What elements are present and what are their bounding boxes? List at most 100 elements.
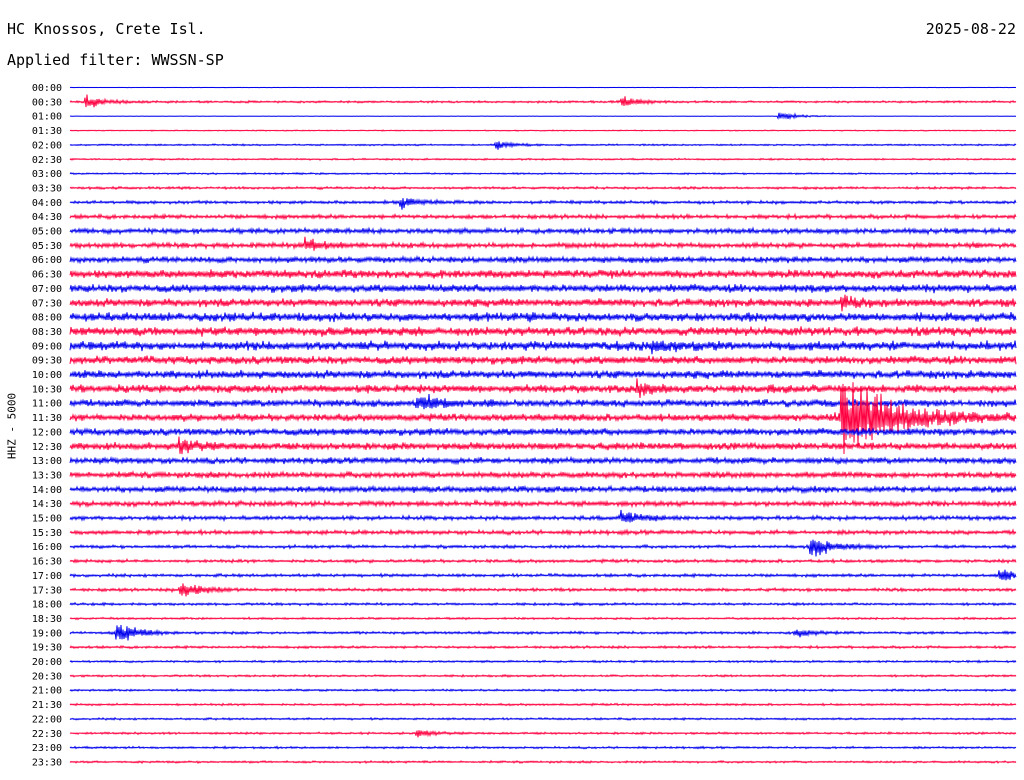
time-tick-1530: 15:30 bbox=[32, 528, 62, 539]
trace-1230 bbox=[69, 436, 1017, 455]
trace-0030 bbox=[69, 94, 1017, 108]
trace-1300 bbox=[69, 455, 1017, 466]
trace-1830 bbox=[69, 616, 1017, 621]
trace-0600 bbox=[69, 254, 1017, 265]
time-tick-1600: 16:00 bbox=[32, 542, 62, 553]
trace-0730 bbox=[69, 294, 1017, 312]
trace-1430 bbox=[69, 498, 1017, 509]
trace-2200 bbox=[69, 716, 1017, 722]
time-tick-0000: 00:00 bbox=[32, 83, 62, 94]
time-tick-1700: 17:00 bbox=[32, 571, 62, 582]
time-tick-1800: 18:00 bbox=[32, 600, 62, 611]
time-tick-2330: 23:30 bbox=[32, 757, 62, 768]
time-tick-1130: 11:30 bbox=[32, 413, 62, 424]
time-tick-2100: 21:00 bbox=[32, 686, 62, 697]
time-tick-0630: 06:30 bbox=[32, 270, 62, 281]
trace-1900 bbox=[69, 625, 1017, 641]
trace-1730 bbox=[69, 583, 1017, 597]
trace-1800 bbox=[69, 601, 1017, 607]
time-tick-0230: 02:30 bbox=[32, 155, 62, 166]
trace-1930 bbox=[69, 644, 1017, 650]
station-title: HC Knossos, Crete Isl. bbox=[7, 20, 206, 38]
trace-1130 bbox=[69, 382, 1017, 455]
trace-0300 bbox=[69, 171, 1017, 176]
trace-1630 bbox=[69, 557, 1017, 565]
time-tick-1300: 13:00 bbox=[32, 456, 62, 467]
trace-0830 bbox=[69, 326, 1017, 337]
trace-1100 bbox=[69, 393, 1017, 410]
time-tick-1000: 10:00 bbox=[32, 370, 62, 381]
time-tick-1900: 19:00 bbox=[32, 628, 62, 639]
time-tick-0430: 04:30 bbox=[32, 212, 62, 223]
trace-0430 bbox=[69, 212, 1017, 221]
trace-2030 bbox=[69, 673, 1017, 678]
time-tick-0130: 01:30 bbox=[32, 126, 62, 137]
time-tick-1100: 11:00 bbox=[32, 399, 62, 410]
time-tick-0400: 04:00 bbox=[32, 198, 62, 209]
time-tick-0530: 05:30 bbox=[32, 241, 62, 252]
filter-label: Applied filter: WWSSN-SP bbox=[7, 51, 224, 69]
time-tick-0500: 05:00 bbox=[32, 227, 62, 238]
time-tick-0900: 09:00 bbox=[32, 341, 62, 352]
trace-group bbox=[69, 86, 1017, 765]
trace-2130 bbox=[69, 702, 1017, 707]
trace-1030 bbox=[69, 378, 1017, 399]
time-tick-1430: 14:30 bbox=[32, 499, 62, 510]
time-tick-1400: 14:00 bbox=[32, 485, 62, 496]
time-tick-1930: 19:30 bbox=[32, 643, 62, 654]
time-tick-2030: 20:30 bbox=[32, 671, 62, 682]
trace-1330 bbox=[69, 470, 1017, 480]
time-tick-0800: 08:00 bbox=[32, 313, 62, 324]
time-tick-1230: 12:30 bbox=[32, 442, 62, 453]
time-tick-2230: 22:30 bbox=[32, 729, 62, 740]
trace-1530 bbox=[69, 528, 1017, 537]
trace-1600 bbox=[69, 539, 1017, 557]
time-tick-0030: 00:30 bbox=[32, 97, 62, 108]
trace-0100 bbox=[69, 112, 1017, 120]
time-tick-0930: 09:30 bbox=[32, 356, 62, 367]
time-tick-0730: 07:30 bbox=[32, 298, 62, 309]
time-tick-0300: 03:00 bbox=[32, 169, 62, 180]
trace-0530 bbox=[69, 236, 1017, 251]
trace-2230 bbox=[69, 730, 1017, 738]
time-tick-2000: 20:00 bbox=[32, 657, 62, 668]
trace-1400 bbox=[69, 484, 1017, 495]
time-tick-2300: 23:00 bbox=[32, 743, 62, 754]
time-tick-1500: 15:00 bbox=[32, 514, 62, 525]
trace-1700 bbox=[69, 569, 1017, 581]
time-tick-0700: 07:00 bbox=[32, 284, 62, 295]
trace-1000 bbox=[69, 369, 1017, 380]
trace-0700 bbox=[69, 283, 1017, 294]
trace-0500 bbox=[69, 226, 1017, 236]
time-tick-2130: 21:30 bbox=[32, 700, 62, 711]
time-tick-1730: 17:30 bbox=[32, 585, 62, 596]
time-tick-1830: 18:30 bbox=[32, 614, 62, 625]
trace-2000 bbox=[69, 659, 1017, 664]
trace-0800 bbox=[69, 311, 1017, 323]
trace-1200 bbox=[69, 427, 1017, 437]
trace-0200 bbox=[69, 141, 1017, 150]
time-tick-1630: 16:30 bbox=[32, 557, 62, 568]
trace-0330 bbox=[69, 185, 1017, 191]
time-tick-0600: 06:00 bbox=[32, 255, 62, 266]
trace-1500 bbox=[69, 509, 1017, 523]
trace-0900 bbox=[69, 340, 1017, 355]
time-tick-0200: 02:00 bbox=[32, 140, 62, 151]
trace-0130 bbox=[69, 129, 1017, 132]
time-tick-0330: 03:30 bbox=[32, 183, 62, 194]
trace-2100 bbox=[69, 688, 1017, 693]
time-tick-2200: 22:00 bbox=[32, 714, 62, 725]
time-tick-1030: 10:30 bbox=[32, 384, 62, 395]
trace-2300 bbox=[69, 745, 1017, 750]
trace-0630 bbox=[69, 269, 1017, 279]
trace-2330 bbox=[69, 759, 1017, 765]
trace-0930 bbox=[69, 355, 1017, 366]
time-tick-1200: 12:00 bbox=[32, 427, 62, 438]
trace-0230 bbox=[69, 157, 1017, 162]
trace-0400 bbox=[69, 198, 1017, 210]
time-tick-0100: 01:00 bbox=[32, 112, 62, 123]
time-tick-labels: 00:00 00:30 01:00 01:30 02:00 02:30 03:00 03:30… bbox=[32, 83, 62, 768]
time-tick-0830: 08:30 bbox=[32, 327, 62, 338]
record-date: 2025-08-22 bbox=[925, 20, 1016, 38]
